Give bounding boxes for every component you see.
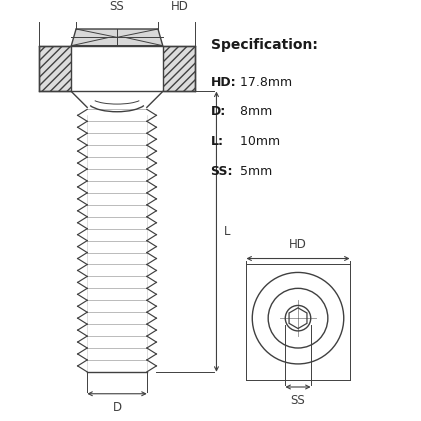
Text: L:: L: (210, 135, 224, 148)
Text: 17.8mm: 17.8mm (236, 75, 293, 88)
Polygon shape (40, 46, 71, 91)
Text: HD:: HD: (210, 75, 236, 88)
Polygon shape (163, 46, 195, 91)
Text: D: D (112, 401, 122, 414)
Polygon shape (71, 29, 163, 46)
Text: HD: HD (171, 0, 189, 13)
Text: SS: SS (109, 0, 124, 13)
Polygon shape (289, 308, 307, 328)
Text: 5mm: 5mm (236, 165, 273, 178)
Text: Specification:: Specification: (210, 38, 317, 52)
Text: 10mm: 10mm (236, 135, 280, 148)
Text: 8mm: 8mm (236, 105, 273, 118)
Text: D:: D: (210, 105, 226, 118)
Text: HD: HD (289, 238, 307, 251)
Text: L: L (224, 225, 230, 238)
Text: SS: SS (290, 394, 305, 407)
Text: SS:: SS: (210, 165, 233, 178)
